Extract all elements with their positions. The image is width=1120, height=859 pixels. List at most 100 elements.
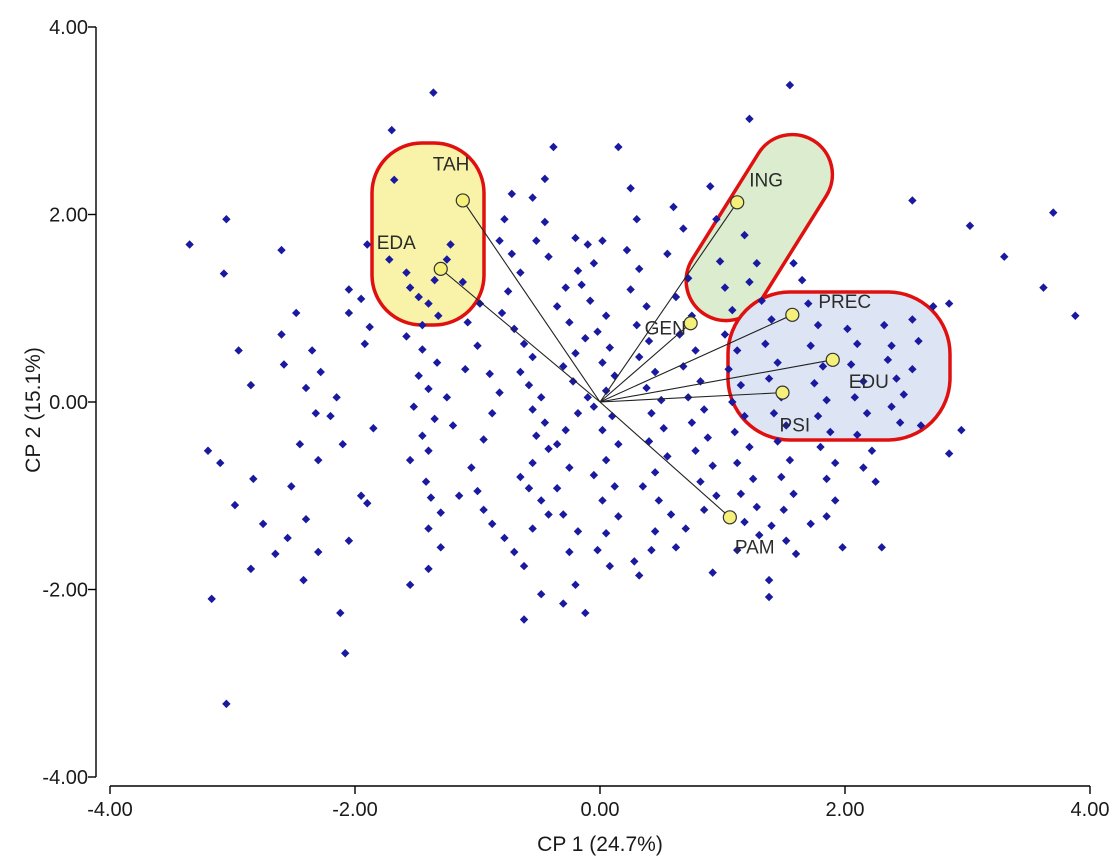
data-point — [671, 543, 681, 552]
data-point — [822, 395, 831, 405]
data-point — [764, 374, 774, 383]
data-point — [635, 264, 644, 274]
data-point — [605, 561, 614, 571]
x-tick-label: -4.00 — [87, 799, 133, 821]
data-point — [479, 435, 488, 444]
vector-end-psi — [775, 385, 790, 400]
data-point — [767, 315, 776, 324]
data-point — [838, 543, 847, 552]
vector-end-prec — [785, 307, 800, 322]
data-point — [1049, 208, 1058, 217]
data-point — [785, 80, 795, 90]
data-point — [336, 608, 345, 618]
data-point — [593, 545, 602, 555]
data-point — [365, 322, 374, 332]
variable-label-psi: PSI — [780, 416, 811, 437]
data-point — [789, 259, 798, 268]
data-point — [442, 393, 452, 402]
data-point — [418, 431, 427, 440]
data-point — [500, 214, 509, 224]
data-point — [635, 352, 644, 362]
data-point — [363, 240, 372, 249]
data-point — [424, 524, 433, 533]
data-point — [777, 472, 786, 482]
data-point — [853, 430, 862, 440]
variable-label-eda: EDA — [377, 233, 416, 254]
vector-end-edu — [825, 352, 840, 367]
data-point — [601, 529, 611, 538]
data-point — [326, 411, 335, 421]
data-point — [720, 283, 730, 292]
data-point — [519, 561, 529, 571]
data-point — [712, 214, 721, 224]
data-point — [299, 575, 308, 585]
data-point — [528, 524, 537, 533]
data-point — [650, 367, 660, 377]
data-point — [715, 257, 725, 266]
y-tick-label: -2.00 — [42, 580, 88, 602]
data-point — [669, 202, 678, 212]
data-point — [764, 575, 774, 585]
data-point — [745, 442, 754, 452]
vector-end-tah — [455, 193, 470, 208]
variable-label-edu: EDU — [849, 372, 889, 393]
vector-ing — [599, 202, 738, 403]
data-point — [728, 305, 737, 315]
data-point — [311, 409, 320, 418]
vector-edu — [599, 359, 833, 403]
y-tick-label: -4.00 — [42, 767, 88, 789]
vector-end-pam — [722, 510, 737, 525]
data-point — [510, 324, 519, 334]
data-point — [755, 530, 764, 540]
data-point — [344, 536, 354, 545]
data-point — [528, 193, 537, 202]
data-point — [442, 255, 452, 264]
data-point — [632, 214, 641, 224]
data-point — [185, 240, 194, 249]
data-point — [430, 414, 439, 424]
data-point — [831, 496, 840, 505]
y-tick-label: 4.00 — [49, 17, 88, 39]
data-point — [507, 249, 516, 259]
data-point — [528, 352, 537, 362]
data-point — [630, 557, 639, 566]
data-point — [516, 268, 525, 277]
data-point — [859, 377, 868, 386]
data-point — [234, 346, 243, 355]
data-point — [356, 491, 366, 500]
data-point — [797, 275, 807, 285]
data-point — [699, 505, 709, 515]
data-point — [748, 474, 758, 484]
data-point — [581, 608, 590, 618]
data-point — [488, 409, 497, 418]
data-point — [733, 346, 742, 355]
data-point — [432, 358, 442, 367]
data-point — [479, 505, 488, 515]
data-point — [806, 519, 815, 529]
data-point — [666, 510, 676, 519]
vector-pam — [599, 401, 731, 518]
data-point — [867, 446, 877, 455]
data-point — [822, 474, 831, 484]
data-point — [764, 592, 774, 602]
data-point — [424, 384, 433, 394]
data-point — [544, 444, 553, 454]
data-point — [222, 699, 231, 709]
data-point — [488, 519, 497, 529]
data-point — [573, 266, 583, 275]
data-point — [424, 564, 433, 574]
data-point — [552, 484, 562, 493]
x-tick-label: -2.00 — [332, 799, 378, 821]
data-point — [614, 439, 623, 449]
data-point — [552, 302, 562, 311]
data-point — [650, 468, 660, 477]
vector-gen — [599, 322, 692, 403]
data-point — [1039, 283, 1048, 292]
data-point — [390, 175, 399, 185]
data-point — [537, 496, 546, 505]
data-point — [561, 283, 570, 292]
data-point — [622, 245, 632, 255]
data-point — [681, 524, 690, 533]
observation-points — [185, 80, 1080, 709]
